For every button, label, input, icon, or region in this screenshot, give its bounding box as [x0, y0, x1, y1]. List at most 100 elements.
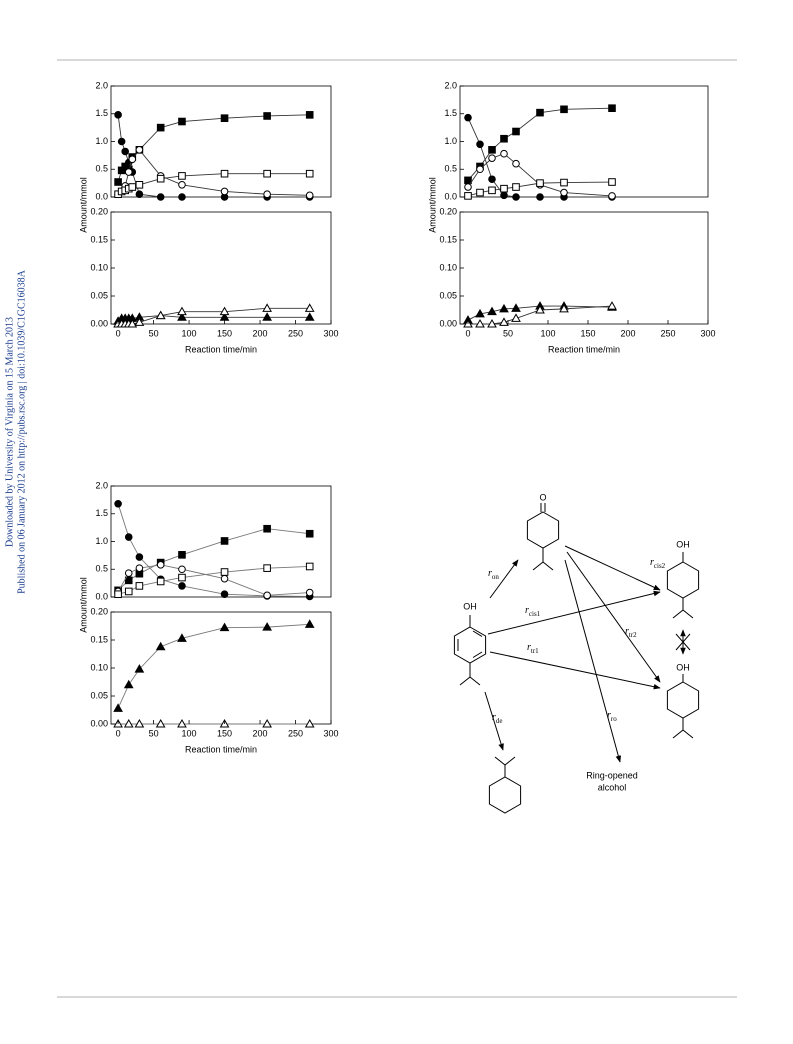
- point: [156, 561, 165, 569]
- y-tick-label: 0.15: [439, 234, 457, 244]
- point: [262, 622, 272, 631]
- point: [178, 573, 186, 582]
- isopropyl: [532, 548, 554, 571]
- rate-label: rcis1: [525, 605, 541, 617]
- point: [488, 175, 496, 184]
- point: [124, 576, 133, 585]
- point: [121, 147, 129, 156]
- reaction-scheme: O OH OH OH ron rcis2 rcis1 rtr2 rtr1 rro…: [453, 492, 700, 814]
- arrow: [489, 559, 519, 599]
- y-tick-label: 2.0: [95, 480, 108, 490]
- y-tick-label: 1.0: [95, 136, 108, 146]
- point: [511, 313, 521, 322]
- arrow: [484, 691, 504, 751]
- point: [512, 159, 520, 168]
- phenol-ring: [453, 626, 487, 664]
- point: [135, 180, 144, 189]
- rate-label: rde: [492, 712, 503, 724]
- point: [220, 114, 229, 122]
- rate-label: ron: [488, 568, 499, 580]
- point: [607, 301, 617, 310]
- rate-label: rtr1: [527, 642, 539, 654]
- fit-curve: [117, 114, 310, 183]
- y-tick-label: 0.00: [439, 318, 457, 328]
- point: [178, 582, 186, 590]
- atom-label: OH: [676, 662, 690, 672]
- atom-label: O: [539, 492, 546, 502]
- point: [536, 193, 544, 201]
- cis-ring: [666, 561, 700, 599]
- aromatic-bonds: [457, 630, 483, 658]
- rate-symbol: r: [488, 568, 492, 579]
- point: [177, 633, 187, 642]
- x-tick-label: 200: [620, 328, 635, 338]
- point: [134, 317, 145, 326]
- point: [124, 168, 133, 176]
- y-tick-label: 0.5: [95, 564, 108, 574]
- download-note: Downloaded by University of Virginia on …: [4, 317, 15, 547]
- y-tick-label: 0.10: [439, 262, 457, 272]
- arrow: [489, 651, 661, 690]
- point: [464, 113, 472, 122]
- point: [156, 123, 165, 132]
- point: [464, 176, 472, 185]
- x-tick-label: 150: [217, 328, 232, 338]
- point: [304, 312, 315, 321]
- x-tick-label: 300: [323, 328, 338, 338]
- x-tick-label: 50: [149, 328, 159, 338]
- point: [536, 179, 544, 187]
- cross: [675, 633, 691, 651]
- product-label: alcohol: [598, 782, 627, 792]
- x-tick-label: 100: [182, 728, 197, 738]
- point: [262, 718, 272, 728]
- point: [219, 306, 230, 316]
- point: [305, 562, 314, 571]
- plot-frame: [110, 211, 332, 325]
- point: [123, 718, 134, 728]
- point: [114, 111, 122, 119]
- point: [127, 318, 138, 328]
- point: [464, 183, 472, 191]
- y-tick-label: 0.0: [95, 191, 108, 201]
- point: [135, 146, 144, 154]
- rate-subscript: ro: [611, 715, 617, 723]
- point: [178, 180, 186, 189]
- point: [500, 134, 508, 143]
- point: [117, 137, 126, 146]
- rate-subscript: tr2: [629, 631, 637, 639]
- point: [123, 679, 134, 689]
- point: [124, 587, 133, 596]
- point: [262, 303, 272, 312]
- rate-symbol: r: [527, 642, 531, 653]
- point: [263, 112, 271, 120]
- y-tick-label: 0.5: [95, 164, 108, 174]
- isopropyl: [494, 756, 516, 777]
- arrow: [564, 545, 661, 591]
- point: [304, 619, 315, 628]
- y-tick-label: 1.0: [444, 136, 457, 146]
- point: [263, 524, 271, 533]
- x-tick-label: 300: [323, 728, 338, 738]
- point: [608, 178, 616, 186]
- rate-subscript: on: [492, 573, 500, 581]
- point: [155, 310, 166, 320]
- x-axis-label: Reaction time/min: [185, 744, 257, 754]
- x-tick-label: 50: [503, 328, 513, 338]
- point: [536, 108, 544, 117]
- substituents: [672, 674, 694, 739]
- point: [476, 188, 484, 197]
- y-tick-label: 1.5: [95, 108, 108, 118]
- x-axis-label: Reaction time/min: [185, 344, 257, 354]
- x-tick-label: 250: [660, 328, 675, 338]
- point: [487, 306, 497, 316]
- point: [475, 308, 485, 318]
- fit-curve: [117, 528, 310, 591]
- point: [219, 622, 230, 632]
- y-tick-label: 0.10: [90, 262, 108, 272]
- point: [500, 191, 508, 200]
- point: [134, 718, 145, 728]
- atom-label: OH: [463, 601, 477, 611]
- arrow: [487, 590, 661, 635]
- point: [178, 117, 186, 126]
- point: [500, 184, 508, 193]
